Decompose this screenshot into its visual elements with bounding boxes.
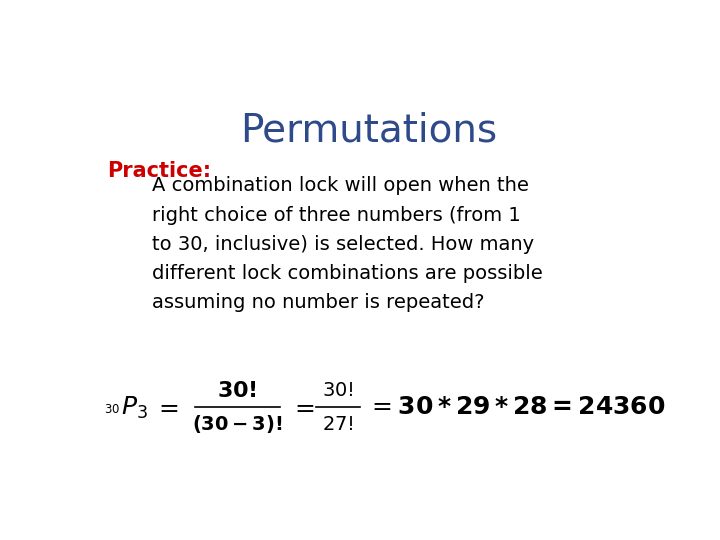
Text: to 30, inclusive) is selected. How many: to 30, inclusive) is selected. How many xyxy=(152,235,534,254)
Text: assuming no number is repeated?: assuming no number is repeated? xyxy=(152,294,485,313)
Text: A combination lock will open when the: A combination lock will open when the xyxy=(152,177,529,195)
Text: $P_3$: $P_3$ xyxy=(121,394,148,421)
Text: $= \mathbf{30 * 29 * 28 = 24360}$: $= \mathbf{30 * 29 * 28 = 24360}$ xyxy=(367,395,666,420)
Text: different lock combinations are possible: different lock combinations are possible xyxy=(152,264,543,283)
Text: $=$: $=$ xyxy=(153,395,179,420)
Text: $_{30}$: $_{30}$ xyxy=(104,399,120,416)
Text: Permutations: Permutations xyxy=(240,111,498,149)
Text: $30!$: $30!$ xyxy=(322,381,354,400)
Text: right choice of three numbers (from 1: right choice of three numbers (from 1 xyxy=(152,206,521,225)
Text: Practice:: Practice: xyxy=(107,161,211,181)
Text: $\mathbf{30!}$: $\mathbf{30!}$ xyxy=(217,381,257,401)
Text: $=$: $=$ xyxy=(290,395,315,420)
Text: $27!$: $27!$ xyxy=(322,415,354,434)
Text: $\mathbf{(30-3)!}$: $\mathbf{(30-3)!}$ xyxy=(192,414,282,435)
